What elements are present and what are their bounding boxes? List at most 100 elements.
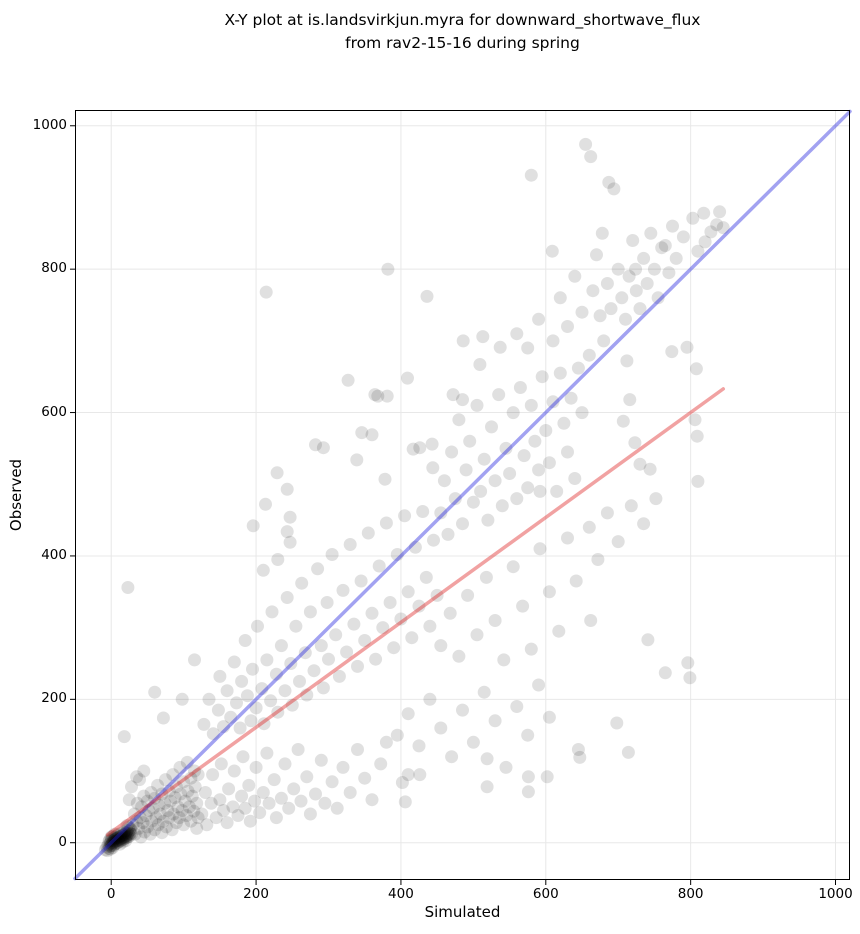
- scatter-point: [387, 641, 401, 655]
- scatter-point: [365, 793, 379, 807]
- scatter-point: [579, 137, 593, 151]
- scatter-point: [542, 710, 556, 724]
- scatter-point: [401, 707, 415, 721]
- scatter-point: [127, 807, 141, 821]
- scatter-point: [546, 334, 560, 348]
- scatter-point: [604, 302, 618, 316]
- scatter-point: [112, 833, 125, 847]
- scatter-point: [510, 327, 524, 341]
- y-tick-label: 0: [58, 833, 67, 850]
- scatter-point: [271, 553, 285, 566]
- scatter-point: [430, 588, 444, 602]
- scatter-point: [691, 244, 705, 258]
- scatter-point: [591, 553, 605, 566]
- scatter-point: [104, 834, 118, 848]
- scatter-point: [644, 226, 658, 240]
- scatter-point: [466, 495, 480, 509]
- scatter-point: [610, 716, 624, 730]
- scatter-point: [643, 462, 657, 476]
- scatter-point: [108, 832, 122, 846]
- scatter-point: [111, 836, 125, 850]
- scatter-point: [164, 794, 178, 808]
- scatter-point: [615, 291, 629, 305]
- scatter-point: [233, 721, 247, 735]
- scatter-point: [351, 659, 364, 673]
- scatter-point: [156, 814, 170, 828]
- scatter-point: [169, 816, 183, 830]
- scatter-point: [117, 730, 131, 744]
- scatter-point: [114, 829, 128, 843]
- scatter-plot-canvas: [70, 109, 852, 885]
- scatter-point: [271, 705, 285, 719]
- scatter-point: [488, 714, 502, 728]
- scatter-point: [155, 787, 169, 801]
- scatter-point: [169, 780, 183, 794]
- scatter-point: [114, 826, 128, 840]
- scatter-point: [456, 334, 470, 348]
- scatter-point: [280, 591, 294, 604]
- scatter-point: [109, 836, 123, 850]
- scatter-point: [443, 606, 457, 620]
- scatter-point: [506, 406, 520, 420]
- scatter-point: [493, 340, 507, 354]
- scatter-point: [372, 559, 386, 573]
- scatter-point: [629, 262, 643, 276]
- scatter-point: [316, 681, 330, 695]
- scatter-point: [294, 794, 308, 808]
- scatter-point: [251, 619, 264, 633]
- scatter-point: [222, 782, 236, 796]
- scatter-point: [474, 484, 488, 498]
- scatter-point: [117, 825, 131, 839]
- scatter-point: [264, 694, 278, 708]
- scatter-point: [123, 826, 137, 840]
- scatter-point: [106, 839, 120, 853]
- scatter-point: [265, 605, 279, 619]
- one-to-one-line: [73, 109, 852, 881]
- scatter-point: [151, 778, 165, 792]
- scatter-point: [283, 510, 297, 524]
- scatter-point: [325, 775, 339, 789]
- scatter-point: [191, 811, 205, 825]
- scatter-point: [713, 205, 727, 219]
- scatter-point: [480, 780, 494, 794]
- scatter-point: [309, 787, 322, 801]
- scatter-point: [198, 786, 212, 799]
- scatter-point: [681, 656, 695, 670]
- scatter-point: [540, 770, 554, 784]
- scatter-point: [401, 371, 414, 385]
- scatter-point: [130, 814, 144, 828]
- scatter-point: [434, 721, 448, 735]
- scatter-point: [412, 739, 426, 753]
- scatter-point: [390, 728, 404, 742]
- scatter-point: [419, 570, 433, 584]
- scatter-point: [112, 827, 125, 841]
- scatter-point: [235, 789, 249, 803]
- scatter-point: [110, 834, 124, 848]
- scatter-point: [368, 388, 382, 402]
- scatter-point: [117, 830, 131, 844]
- scatter-point: [710, 218, 724, 232]
- scatter-point: [477, 452, 491, 466]
- scatter-point: [510, 492, 524, 506]
- scatter-point: [140, 820, 154, 834]
- scatter-point: [162, 784, 176, 798]
- scatter-point: [640, 277, 654, 290]
- y-tick-label: 400: [41, 546, 67, 563]
- scatter-point: [240, 689, 254, 703]
- scatter-point: [148, 823, 162, 837]
- scatter-point: [561, 320, 574, 333]
- scatter-point: [557, 416, 571, 430]
- scatter-point: [102, 834, 116, 848]
- scatter-point: [125, 780, 138, 794]
- scatter-point: [109, 831, 123, 845]
- scatter-point: [329, 628, 343, 642]
- scatter-point: [561, 531, 574, 545]
- scatter-point: [104, 836, 117, 850]
- scatter-point: [575, 305, 589, 319]
- scatter-point: [340, 645, 354, 659]
- scatter-point: [532, 678, 546, 692]
- scatter-point: [477, 685, 491, 699]
- scatter-point: [213, 793, 227, 807]
- scatter-point: [456, 393, 469, 407]
- scatter-point: [463, 434, 477, 448]
